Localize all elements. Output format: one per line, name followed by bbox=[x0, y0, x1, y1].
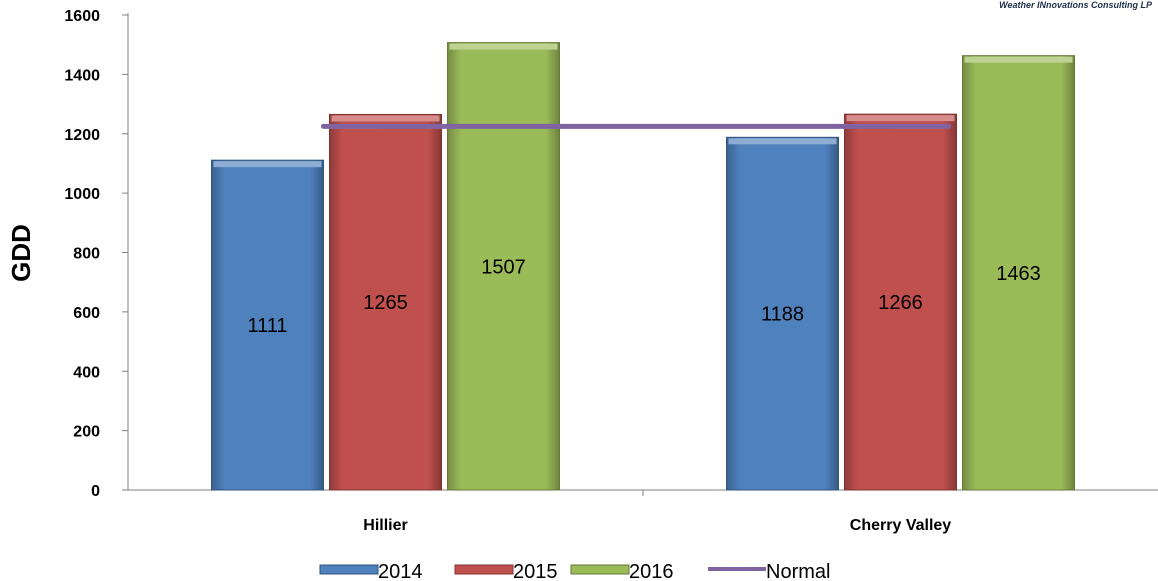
legend-label: 2015 bbox=[513, 561, 558, 581]
data-label: 1111 bbox=[247, 315, 287, 337]
y-tick-labels: 0 200 400 600 800 1000 1200 1400 1600 bbox=[64, 8, 100, 500]
bar-2014-hillier bbox=[211, 159, 324, 491]
y-tick-label: 200 bbox=[73, 424, 100, 441]
y-tick-label: 1400 bbox=[64, 67, 100, 84]
y-tick-label: 400 bbox=[73, 364, 100, 381]
legend: 2014 2015 2016 Normal bbox=[319, 561, 830, 581]
data-label: 1265 bbox=[363, 292, 408, 314]
legend-label: 2014 bbox=[378, 561, 423, 581]
y-tick-label: 1200 bbox=[64, 127, 100, 144]
legend-swatch-2014 bbox=[319, 564, 379, 575]
legend-swatch-2016 bbox=[570, 564, 630, 575]
bar-top-highlight bbox=[213, 161, 322, 168]
y-tick-label: 1000 bbox=[64, 186, 100, 203]
legend-swatch-2015 bbox=[454, 564, 514, 575]
bar-2014-cherry-valley bbox=[726, 136, 839, 491]
bar-top-highlight bbox=[846, 115, 955, 122]
data-label: 1188 bbox=[761, 304, 804, 326]
bar-2016-hillier bbox=[447, 42, 560, 491]
data-label: 1266 bbox=[878, 292, 923, 314]
bar-top-highlight bbox=[728, 138, 837, 145]
bar-2015-cherry-valley bbox=[844, 113, 957, 491]
legend-label: 2016 bbox=[629, 561, 674, 581]
bar-2015-hillier bbox=[329, 113, 442, 491]
bar-2016-cherry-valley bbox=[962, 55, 1075, 491]
data-label: 1507 bbox=[481, 256, 526, 278]
bar-top-highlight bbox=[964, 56, 1073, 63]
y-tick-label: 600 bbox=[73, 305, 100, 322]
y-tick-label: 800 bbox=[73, 246, 100, 263]
data-label: 1463 bbox=[996, 263, 1041, 285]
bars: 1111 1265 1507 1188 1266 1463 bbox=[211, 42, 1075, 491]
category-labels: Hillier Cherry Valley bbox=[363, 517, 951, 534]
bar-top-highlight bbox=[449, 43, 558, 50]
credit-text: Weather INnovations Consulting LP bbox=[999, 0, 1153, 10]
category-label: Cherry Valley bbox=[850, 517, 952, 534]
y-tick-label: 0 bbox=[91, 483, 100, 500]
legend-label: Normal bbox=[766, 561, 830, 581]
y-tick-label: 1600 bbox=[64, 8, 100, 25]
y-axis-label: GDD bbox=[6, 224, 36, 282]
bar-top-highlight bbox=[331, 115, 440, 122]
category-label: Hillier bbox=[363, 517, 407, 534]
